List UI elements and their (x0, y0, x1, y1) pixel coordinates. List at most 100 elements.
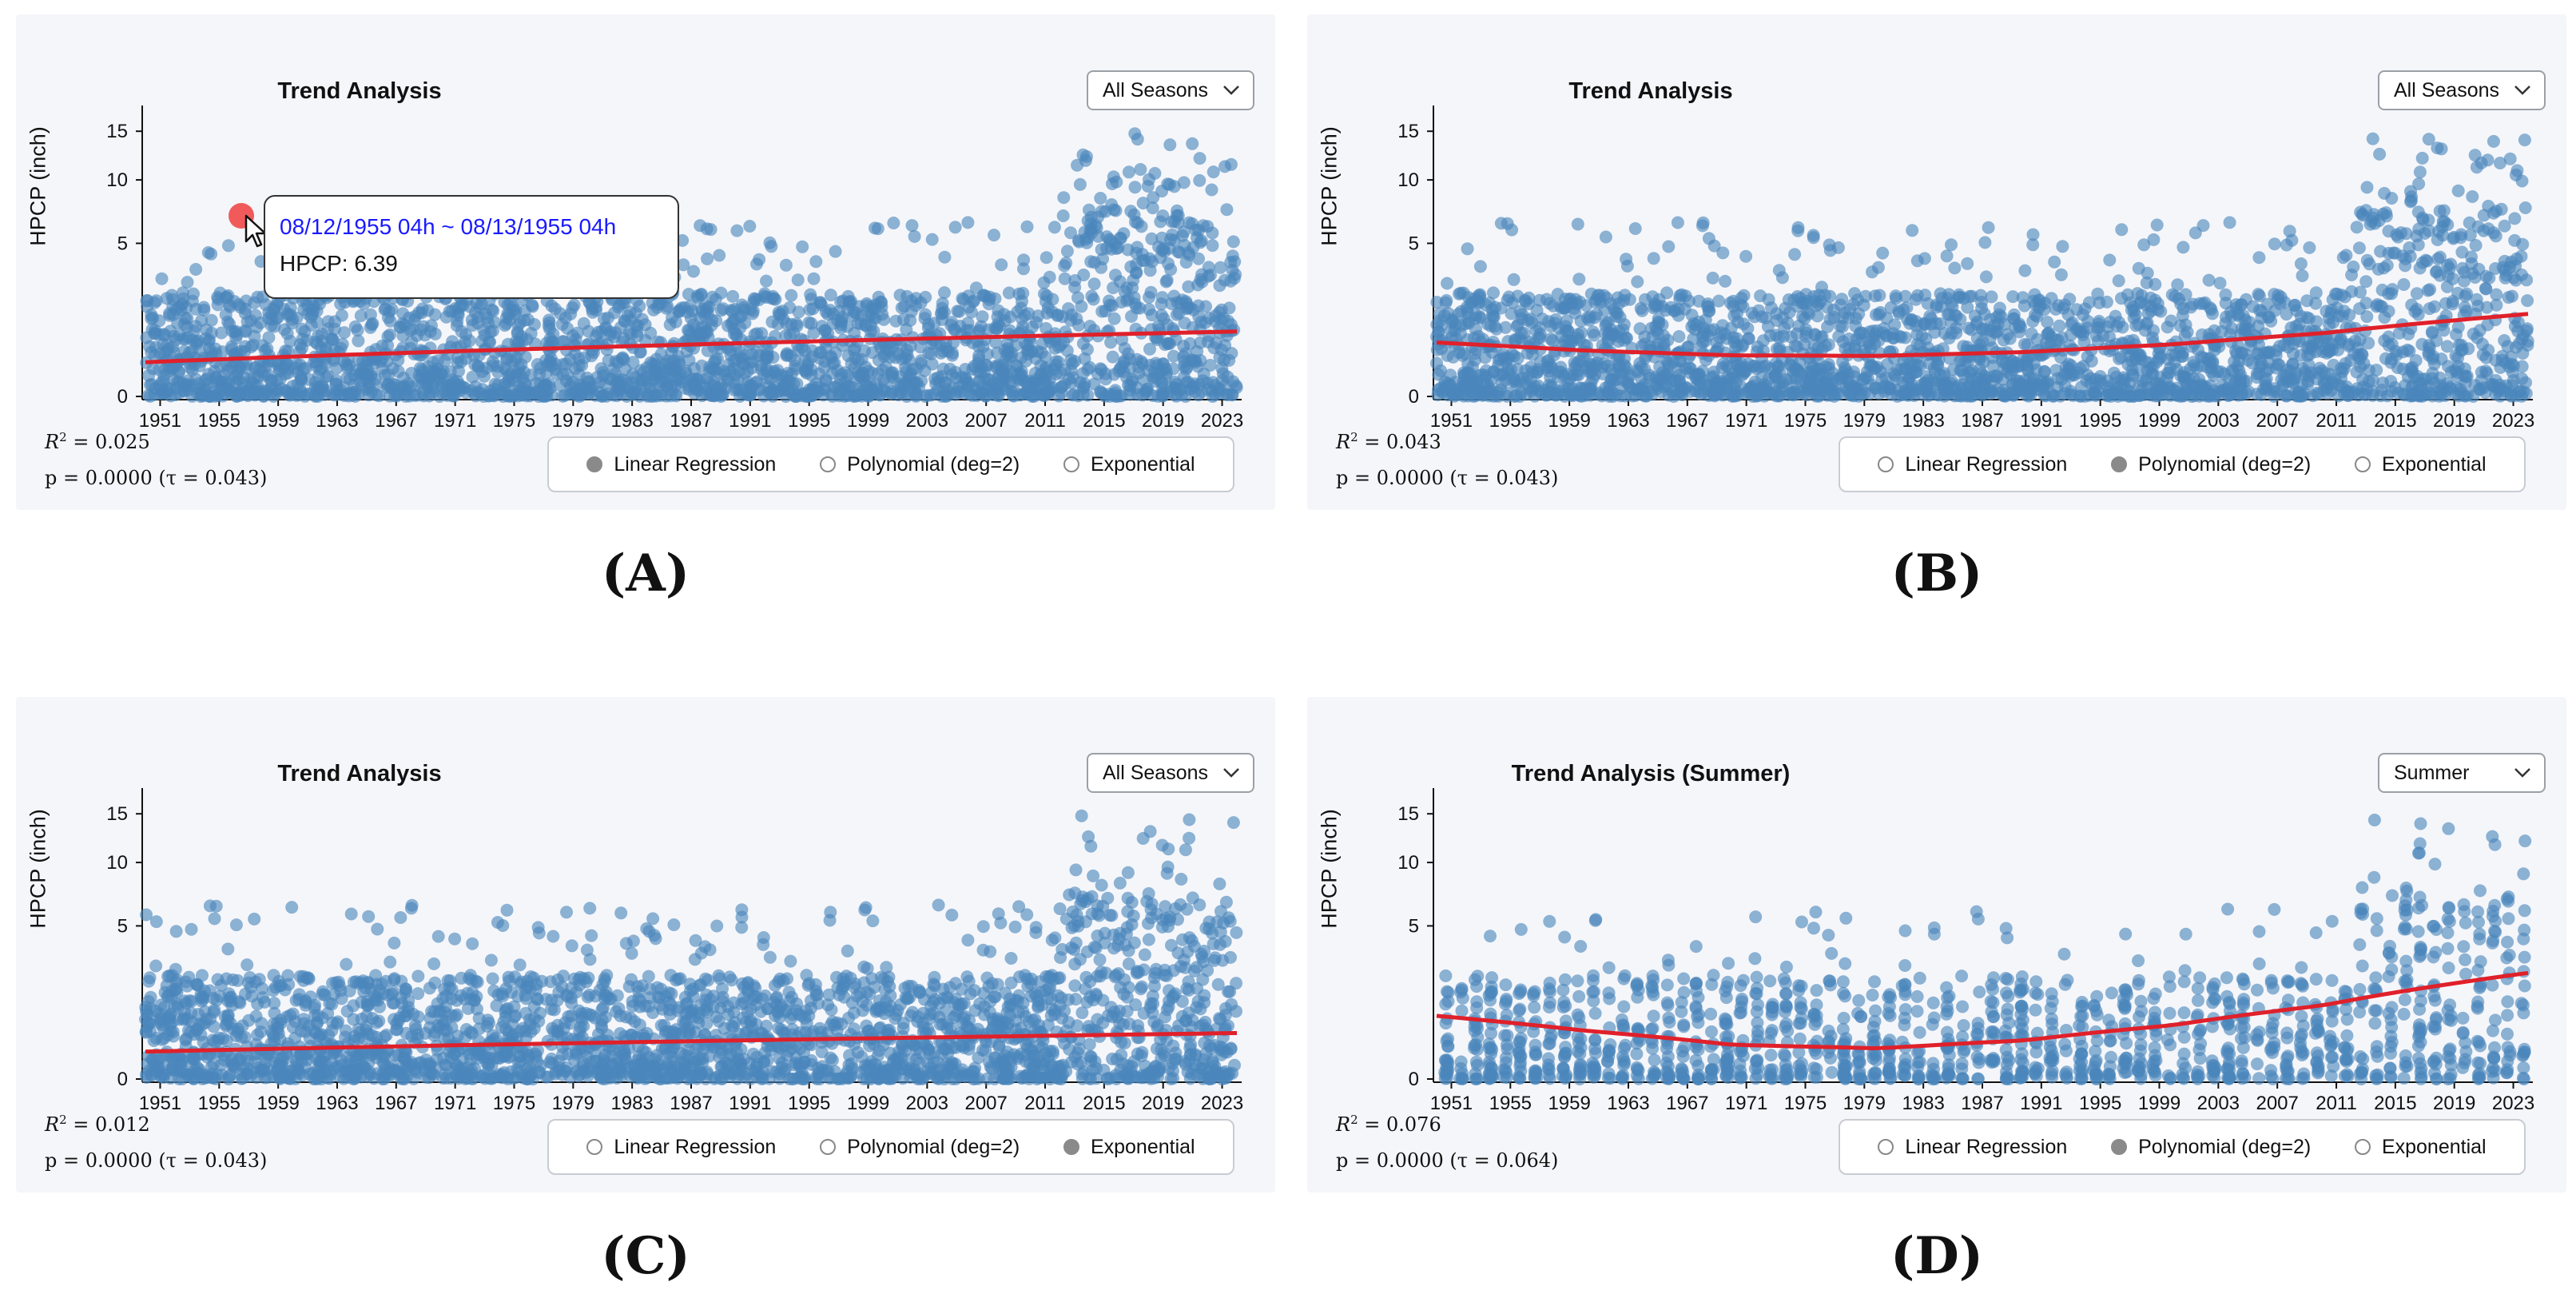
data-point (1178, 360, 1191, 373)
data-point (1661, 333, 1675, 347)
data-point (1072, 318, 1085, 332)
data-point (2366, 132, 2379, 145)
data-point (938, 250, 952, 264)
x-tick-label: 1967 (1666, 410, 1708, 432)
data-point (1004, 310, 1017, 324)
data-point (1220, 388, 1234, 401)
data-point (201, 377, 214, 391)
data-point (478, 328, 491, 342)
data-point (905, 219, 919, 233)
data-point (1636, 304, 1649, 317)
data-point (1866, 265, 1878, 279)
data-point (569, 332, 582, 346)
model-option-linear[interactable]: Linear Regression (586, 453, 776, 476)
data-point (2176, 241, 2190, 254)
data-point (1191, 231, 1203, 245)
data-point (1662, 356, 1676, 370)
data-point (216, 375, 229, 388)
model-option-polynomial[interactable]: Polynomial (deg=2) (820, 453, 1020, 476)
data-point (925, 233, 939, 246)
data-point (185, 389, 199, 403)
data-point (2498, 219, 2511, 233)
data-point (951, 385, 964, 399)
data-point (776, 374, 789, 388)
data-point (1087, 277, 1101, 291)
x-tick-label: 1991 (2020, 410, 2062, 432)
x-tick-label: 2019 (1142, 410, 1184, 432)
panel-caption-a: (A) (601, 544, 690, 603)
data-point (401, 377, 415, 391)
data-point (987, 388, 1000, 401)
data-point (871, 222, 885, 236)
data-point (2481, 153, 2495, 167)
data-point (1113, 275, 1127, 289)
data-point (1177, 176, 1191, 189)
data-point (445, 305, 459, 318)
x-tick-label: 2015 (2374, 410, 2416, 432)
data-point (507, 373, 521, 387)
data-point (2310, 315, 2324, 328)
data-point (1218, 273, 1231, 287)
data-point (1739, 361, 1752, 374)
data-point (1918, 252, 1931, 265)
data-point (1558, 389, 1572, 403)
data-point (1487, 286, 1500, 300)
data-point (1222, 301, 1236, 315)
data-point (2153, 370, 2167, 384)
data-point (426, 378, 439, 392)
data-point (262, 331, 276, 344)
data-point (228, 295, 241, 309)
y-axis-label: HPCP (inch) (26, 126, 50, 246)
data-point (357, 297, 371, 311)
data-point (1784, 372, 1798, 385)
x-tick-label: 1971 (434, 410, 476, 432)
radio-button[interactable] (820, 456, 837, 472)
data-point (865, 383, 878, 396)
data-point (893, 289, 907, 302)
data-point (2423, 302, 2436, 316)
data-point (626, 356, 640, 369)
data-point (1155, 297, 1168, 311)
data-point (1104, 336, 1118, 349)
data-point (2171, 278, 2184, 292)
data-point (791, 273, 805, 287)
data-point (531, 358, 544, 371)
data-point (1019, 336, 1032, 350)
data-point (2514, 249, 2528, 263)
data-point (2001, 328, 2014, 341)
data-point (338, 296, 352, 309)
data-point (195, 314, 209, 327)
data-point (726, 289, 740, 303)
data-point (1062, 302, 1075, 316)
data-point (2301, 375, 2315, 388)
data-point (1890, 372, 1904, 386)
data-point (2468, 149, 2482, 162)
data-point (1848, 287, 1862, 301)
data-point (1056, 209, 1070, 222)
x-tick-label: 1955 (1489, 410, 1532, 432)
data-point (1145, 232, 1159, 245)
data-point (620, 389, 634, 403)
data-point (1599, 230, 1612, 244)
data-point (1111, 241, 1125, 254)
x-tick-label: 2007 (964, 410, 1007, 432)
data-point (1473, 310, 1486, 323)
x-tick-label: 1963 (1607, 410, 1649, 432)
data-point (2467, 327, 2480, 340)
radio-button[interactable] (1063, 456, 1079, 472)
model-option-label: Exponential (1090, 452, 1195, 476)
model-option-exponential[interactable]: Exponential (1063, 453, 1195, 476)
data-point (882, 344, 896, 357)
data-point (1636, 340, 1648, 352)
data-point (904, 305, 918, 318)
data-point (1890, 389, 1904, 403)
data-point (865, 309, 878, 321)
x-tick-label: 1995 (788, 410, 830, 432)
season-select[interactable]: All Seasons (1087, 70, 1254, 110)
data-point (2006, 290, 2020, 304)
radio-button[interactable] (586, 456, 603, 472)
data-point (2431, 141, 2444, 155)
data-point (2309, 286, 2323, 300)
